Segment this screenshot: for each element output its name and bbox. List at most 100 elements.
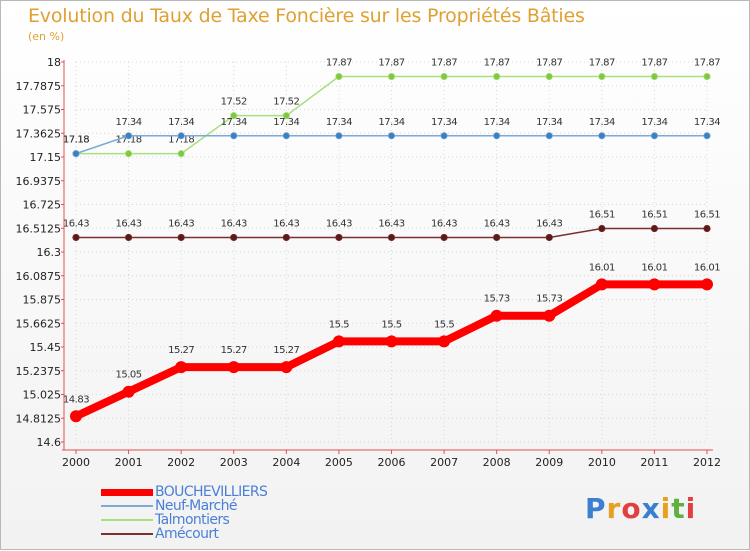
x-tick-label: 2004 <box>272 456 300 469</box>
y-tick-label: 16.3 <box>37 246 62 259</box>
y-tick-label: 15.45 <box>30 341 62 354</box>
data-point <box>72 150 80 158</box>
data-point <box>335 132 343 140</box>
data-label: 16.43 <box>378 218 404 229</box>
y-tick-label: 16.5125 <box>16 222 62 235</box>
data-point <box>545 72 553 81</box>
data-label: 17.34 <box>694 117 720 128</box>
y-tick-label: 15.6625 <box>16 317 62 330</box>
data-label: 16.51 <box>589 210 615 221</box>
data-label: 16.51 <box>694 210 720 221</box>
x-tick-label: 2005 <box>325 456 353 469</box>
data-label: 17.87 <box>484 58 510 69</box>
data-point <box>701 278 713 291</box>
data-point <box>124 233 133 242</box>
legend-item: BOUCHEVILLIERS <box>101 484 268 500</box>
y-tick-label: 14.6 <box>37 436 62 449</box>
x-tick-label: 2012 <box>693 456 721 469</box>
data-label: 17.34 <box>484 117 510 128</box>
data-label: 15.27 <box>273 345 299 356</box>
y-tick-label: 16.9375 <box>16 175 62 188</box>
data-label: 16.43 <box>168 218 194 229</box>
data-point <box>230 132 238 140</box>
legend-swatch <box>101 488 153 496</box>
data-label: 15.5 <box>434 319 454 330</box>
x-tick-label: 2010 <box>588 456 616 469</box>
data-point <box>648 278 661 291</box>
data-point <box>545 233 553 242</box>
data-point <box>124 150 133 158</box>
data-point <box>490 309 503 322</box>
data-point <box>543 309 556 322</box>
data-label: 15.5 <box>381 319 401 330</box>
x-tick-label: 2003 <box>220 456 248 469</box>
data-label: 17.87 <box>431 58 457 69</box>
data-label: 16.43 <box>484 218 510 229</box>
data-point <box>282 132 290 140</box>
data-point <box>72 233 80 242</box>
data-point <box>124 132 133 140</box>
data-point <box>122 385 135 398</box>
data-point <box>387 72 396 81</box>
data-point <box>703 72 711 81</box>
y-tick-label: 17.3625 <box>16 127 62 140</box>
data-point <box>70 410 82 423</box>
data-point <box>598 224 606 233</box>
legend-swatch <box>101 533 153 535</box>
data-point <box>177 150 185 158</box>
data-point <box>650 132 659 140</box>
data-point <box>227 361 240 374</box>
data-point <box>230 112 238 120</box>
logo-letter: r <box>606 492 622 525</box>
x-tick-label: 2011 <box>640 456 668 469</box>
data-label: 16.43 <box>116 218 142 229</box>
data-label: 16.43 <box>63 218 89 229</box>
data-point <box>493 132 501 140</box>
data-point <box>280 361 293 374</box>
y-tick-label: 16.0875 <box>16 270 62 283</box>
data-label: 17.34 <box>273 117 299 128</box>
x-tick-label: 2002 <box>167 456 195 469</box>
data-label: 16.43 <box>536 218 562 229</box>
data-point <box>440 233 448 242</box>
data-label: 16.01 <box>641 262 667 273</box>
data-label: 15.05 <box>116 370 142 381</box>
data-point <box>282 112 290 120</box>
legend-swatch <box>101 505 153 507</box>
data-point <box>385 335 398 348</box>
data-label: 15.73 <box>536 294 562 305</box>
data-label: 15.27 <box>221 345 247 356</box>
data-point <box>175 361 188 374</box>
data-label: 17.87 <box>589 58 615 69</box>
data-label: 16.01 <box>694 262 720 273</box>
y-tick-label: 17.575 <box>23 104 62 117</box>
logo-letter: i <box>660 492 672 525</box>
data-point <box>282 233 290 242</box>
y-tick-label: 16.725 <box>23 199 62 212</box>
data-point <box>598 132 606 140</box>
data-label: 17.87 <box>694 58 720 69</box>
chart-subtitle: (en %) <box>28 30 65 43</box>
y-tick-label: 17.15 <box>30 151 62 164</box>
logo-letter: o <box>621 492 642 525</box>
data-point <box>335 233 343 242</box>
y-tick-label: 17.7875 <box>16 80 62 93</box>
x-tick-label: 2006 <box>378 456 406 469</box>
x-tick-label: 2000 <box>62 456 90 469</box>
proxiti-logo: Proxiti <box>585 492 696 525</box>
y-tick-label: 15.025 <box>23 389 62 402</box>
legend-label: BOUCHEVILLIERS <box>155 484 268 500</box>
data-point <box>595 278 608 291</box>
data-label: 17.18 <box>63 135 89 146</box>
legend-item: Neuf-Marché <box>101 499 267 513</box>
data-label: 17.18 <box>168 135 194 146</box>
legend: BOUCHEVILLIERS Neuf-Marché Talmontiers Améc… <box>101 484 268 542</box>
y-tick-label: 15.875 <box>23 294 62 307</box>
data-label: 17.52 <box>273 97 299 108</box>
legend-label: Neuf-Marché <box>155 498 237 514</box>
data-label: 17.34 <box>589 117 615 128</box>
data-label: 15.5 <box>329 319 349 330</box>
legend-label: Amécourt <box>155 526 219 542</box>
data-point <box>440 72 448 81</box>
